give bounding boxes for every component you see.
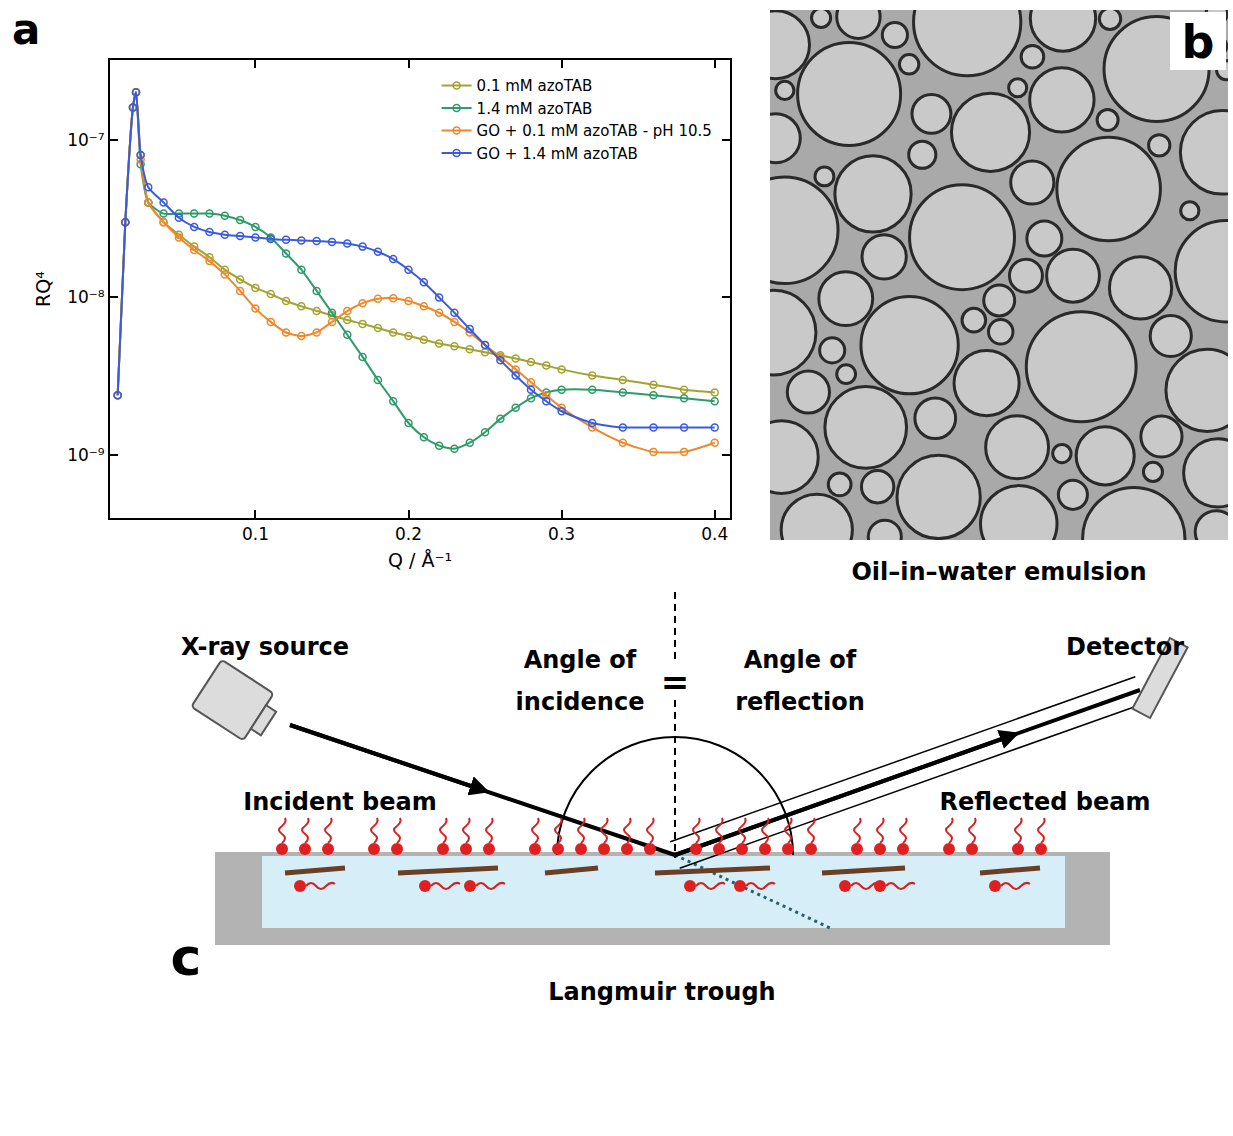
svg-text:0.1 mM azoTAB: 0.1 mM azoTAB (477, 77, 593, 95)
svg-text:RQ⁴: RQ⁴ (32, 271, 54, 307)
svg-text:Detector: Detector (1066, 633, 1184, 661)
svg-text:Angle of: Angle of (744, 646, 857, 674)
svg-text:Incident beam: Incident beam (243, 788, 437, 816)
svg-text:X-ray source: X-ray source (181, 633, 349, 661)
svg-text:reflection: reflection (735, 688, 865, 716)
svg-text:Q / Å⁻¹: Q / Å⁻¹ (388, 549, 452, 571)
svg-text:10⁻⁹: 10⁻⁹ (67, 445, 105, 465)
svg-text:GO + 1.4 mM azoTAB: GO + 1.4 mM azoTAB (477, 145, 638, 163)
svg-text:10⁻⁸: 10⁻⁸ (67, 287, 105, 307)
svg-text:0.2: 0.2 (395, 524, 422, 544)
svg-text:c: c (171, 927, 202, 987)
svg-text:0.3: 0.3 (548, 524, 575, 544)
svg-text:Reflected beam: Reflected beam (940, 788, 1151, 816)
svg-text:Oil–in–water emulsion: Oil–in–water emulsion (851, 558, 1146, 586)
svg-text:GO + 0.1 mM azoTAB - pH 10.5: GO + 0.1 mM azoTAB - pH 10.5 (477, 122, 712, 140)
svg-text:=: = (661, 662, 690, 702)
svg-text:0.4: 0.4 (701, 524, 728, 544)
svg-text:a: a (12, 5, 40, 54)
svg-text:Langmuir trough: Langmuir trough (548, 978, 775, 1006)
svg-text:incidence: incidence (516, 688, 645, 716)
svg-text:10⁻⁷: 10⁻⁷ (67, 130, 105, 150)
svg-text:b: b (1182, 15, 1215, 69)
svg-text:1.4 mM azoTAB: 1.4 mM azoTAB (477, 100, 593, 118)
svg-text:0.1: 0.1 (242, 524, 269, 544)
svg-text:Angle of: Angle of (524, 646, 637, 674)
